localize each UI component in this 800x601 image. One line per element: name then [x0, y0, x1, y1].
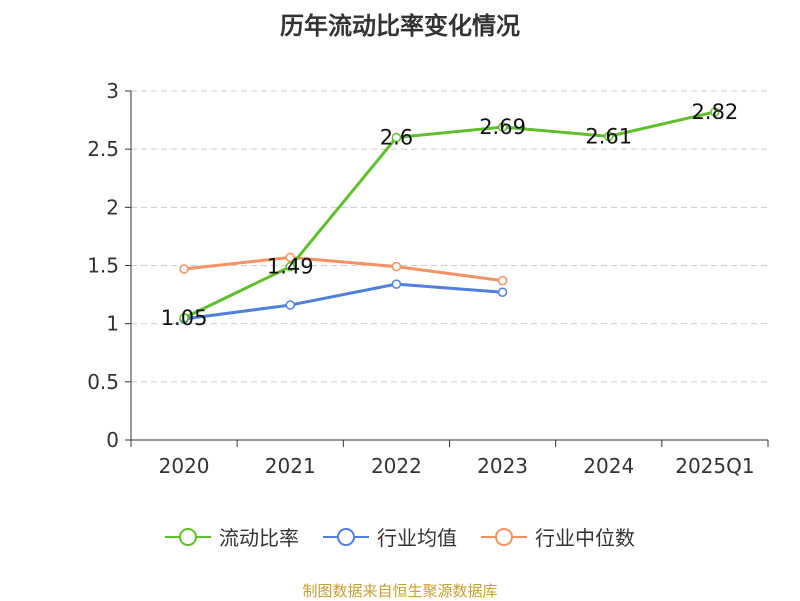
data-point [497, 122, 508, 132]
data-point [285, 261, 295, 272]
y-tick-label: 1.5 [87, 254, 119, 278]
legend-item-industry-mean[interactable]: 行业均值 [323, 522, 457, 551]
data-point [391, 132, 402, 143]
y-tick-label: 1 [106, 312, 119, 336]
y-tick-label: 2.5 [87, 137, 119, 161]
data-point [285, 252, 295, 263]
x-tick-label: 2025Q1 [675, 454, 754, 478]
series-line [183, 110, 716, 320]
data-label: 2.6 [380, 126, 413, 150]
chart-title: 历年流动比率变化情况 [280, 12, 520, 40]
y-tick-label: 3 [106, 79, 119, 103]
data-label: 1.05 [161, 306, 208, 330]
data-point [604, 131, 614, 142]
y-tick-label: 0.5 [87, 370, 119, 394]
data-point [179, 313, 189, 323]
x-tick-label: 2021 [265, 454, 316, 478]
series-line [183, 255, 503, 283]
x-tick-label: 2024 [583, 454, 634, 478]
data-point [391, 279, 402, 289]
legend-label: 流动比率 [219, 526, 299, 550]
legend-line-icon [481, 527, 527, 546]
legend: 流动比率 行业均值 行业中位数 [0, 522, 800, 551]
legend-item-current-ratio[interactable]: 流动比率 [165, 522, 299, 551]
source-note: 制图数据来自恒生聚源数据库 [302, 582, 498, 600]
y-tick-label: 0 [106, 428, 119, 452]
x-tick-label: 2022 [371, 454, 422, 478]
data-label: 1.49 [267, 255, 314, 279]
data-point [391, 261, 402, 272]
data-point [179, 264, 189, 274]
legend-line-icon [323, 527, 369, 546]
data-point [497, 287, 508, 298]
data-label: 2.82 [692, 100, 739, 124]
data-point [710, 107, 720, 117]
data-label: 2.61 [585, 124, 632, 148]
data-point [285, 300, 295, 310]
series-line [183, 282, 503, 321]
x-tick-label: 2023 [477, 454, 528, 478]
legend-line-icon [165, 527, 211, 546]
x-tick-label: 2020 [159, 454, 210, 478]
legend-item-industry-median[interactable]: 行业中位数 [481, 522, 635, 551]
legend-label: 行业均值 [377, 526, 457, 550]
y-tick-label: 2 [106, 195, 119, 219]
legend-label: 行业中位数 [535, 526, 635, 550]
data-point [497, 275, 508, 286]
data-label: 2.69 [479, 115, 526, 139]
